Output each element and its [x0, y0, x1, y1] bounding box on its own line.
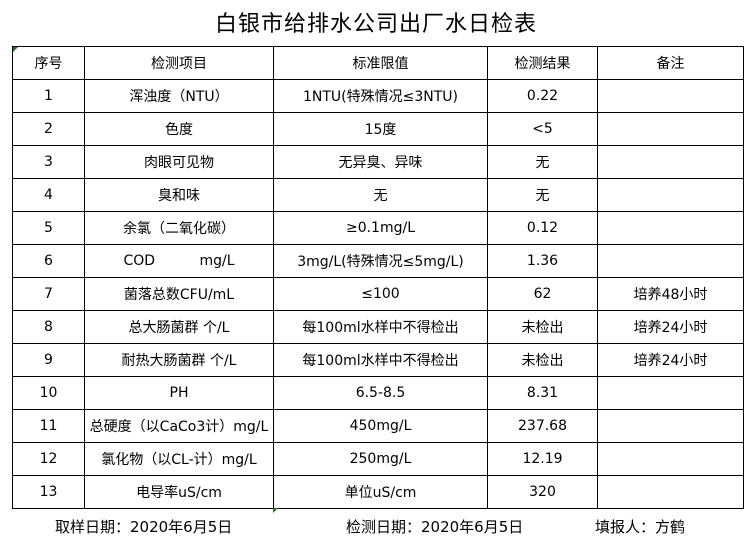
table-cell[interactable]: 无异臭、异味	[273, 145, 488, 179]
table-row: 7 菌落总数CFU/mL ≤100 62 培养48小时	[12, 277, 744, 311]
sample-date: 取样日期：2020年6月5日	[55, 518, 233, 536]
table-cell[interactable]: 320	[487, 475, 598, 509]
table-row: 6 COD mg/L 3mg/L(特殊情况≤5mg/L) 1.36	[12, 244, 744, 278]
table-cell[interactable]: 每100ml水样中不得检出	[273, 343, 488, 377]
table-cell[interactable]	[597, 442, 744, 476]
table-cell[interactable]: 总硬度（以CaCo3计）mg/L	[84, 409, 274, 443]
table-cell[interactable]: 浑浊度（NTU）	[84, 79, 274, 113]
cell-marker	[273, 508, 278, 513]
page-title: 白银市给排水公司出厂水日检表	[214, 12, 537, 37]
table-row: 2 色度 15度 <5	[12, 112, 744, 146]
table-cell[interactable]: 总大肠菌群 个/L	[84, 310, 274, 344]
table-cell[interactable]: 3mg/L(特殊情况≤5mg/L)	[273, 244, 488, 278]
table-cell[interactable]: 5	[12, 211, 85, 245]
table-cell[interactable]: 11	[12, 409, 85, 443]
table-cell[interactable]: 2	[12, 112, 85, 146]
table-row: 1 浑浊度（NTU） 1NTU(特殊情况≤3NTU) 0.22	[12, 79, 744, 113]
table-cell[interactable]: 12.19	[487, 442, 598, 476]
table-cell[interactable]: 单位uS/cm	[273, 475, 488, 509]
table-cell[interactable]: 臭和味	[84, 178, 274, 212]
table-cell[interactable]: ≤100	[273, 277, 488, 311]
table-cell[interactable]: 1.36	[487, 244, 598, 278]
table-cell[interactable]: 每100ml水样中不得检出	[273, 310, 488, 344]
table-cell[interactable]: 6	[12, 244, 85, 278]
table-row: 13 电导率uS/cm 单位uS/cm 320	[12, 475, 744, 509]
table-cell[interactable]: 3	[12, 145, 85, 179]
table-row: 8 总大肠菌群 个/L 每100ml水样中不得检出 未检出 培养24小时	[12, 310, 744, 344]
table-cell[interactable]: 62	[487, 277, 598, 311]
table-row: 12 氯化物（以CL-计）mg/L 250mg/L 12.19	[12, 442, 744, 476]
table-cell[interactable]	[597, 475, 744, 509]
table-cell[interactable]	[597, 112, 744, 146]
table-cell[interactable]: ≥0.1mg/L	[273, 211, 488, 245]
table-cell[interactable]: 培养24小时	[597, 310, 744, 344]
table-cell[interactable]: 13	[12, 475, 85, 509]
table-cell[interactable]: 250mg/L	[273, 442, 488, 476]
table-cell[interactable]: 8.31	[487, 376, 598, 410]
table-cell[interactable]: 9	[12, 343, 85, 377]
table-cell[interactable]: 10	[12, 376, 85, 410]
table-cell[interactable]	[597, 409, 744, 443]
table-cell[interactable]: 菌落总数CFU/mL	[84, 277, 274, 311]
table-cell[interactable]: 8	[12, 310, 85, 344]
table-cell[interactable]	[597, 244, 744, 278]
header-cell[interactable]: 备注	[597, 46, 744, 80]
table-cell[interactable]: 肉眼可见物	[84, 145, 274, 179]
table-cell[interactable]: 电导率uS/cm	[84, 475, 274, 509]
table-cell[interactable]: 0.12	[487, 211, 598, 245]
table-row: 10 PH 6.5-8.5 8.31	[12, 376, 744, 410]
table-row: 5 余氯（二氧化碳） ≥0.1mg/L 0.12	[12, 211, 744, 245]
table-cell[interactable]: PH	[84, 376, 274, 410]
table-cell[interactable]: 4	[12, 178, 85, 212]
test-date: 检测日期：2020年6月5日	[346, 518, 524, 536]
table-cell[interactable]	[597, 178, 744, 212]
table-cell[interactable]: 培养48小时	[597, 277, 744, 311]
table-cell[interactable]: 色度	[84, 112, 274, 146]
table-cell[interactable]: 余氯（二氧化碳）	[84, 211, 274, 245]
table-cell[interactable]: 耐热大肠菌群 个/L	[84, 343, 274, 377]
table-cell[interactable]: 1NTU(特殊情况≤3NTU)	[273, 79, 488, 113]
header-cell[interactable]: 序号	[12, 46, 85, 80]
table-cell[interactable]: 237.68	[487, 409, 598, 443]
header-cell[interactable]: 检测项目	[84, 46, 274, 80]
table-cell[interactable]: 15度	[273, 112, 488, 146]
table-cell[interactable]: 培养24小时	[597, 343, 744, 377]
reporter: 填报人：方鹤	[595, 518, 686, 536]
table-cell[interactable]	[597, 145, 744, 179]
header-cell[interactable]: 检测结果	[487, 46, 598, 80]
table-cell[interactable]: COD mg/L	[84, 244, 274, 278]
table-cell[interactable]: 未检出	[487, 343, 598, 377]
table-cell[interactable]: 未检出	[487, 310, 598, 344]
table-cell[interactable]: 7	[12, 277, 85, 311]
table-cell[interactable]: 无	[487, 178, 598, 212]
table-cell[interactable]: 0.22	[487, 79, 598, 113]
table-cell[interactable]	[597, 376, 744, 410]
table-cell[interactable]	[597, 211, 744, 245]
table-cell[interactable]: 1	[12, 79, 85, 113]
table-cell[interactable]: <5	[487, 112, 598, 146]
table-cell[interactable]: 6.5-8.5	[273, 376, 488, 410]
header-cell[interactable]: 标准限值	[273, 46, 488, 80]
table-cell[interactable]: 无	[487, 145, 598, 179]
table-row: 4 臭和味无无	[12, 178, 744, 212]
header-row: 序号 检测项目 标准限值 检测结果 备注	[12, 46, 744, 80]
table-row: 3 肉眼可见物 无异臭、异味无	[12, 145, 744, 179]
table-cell[interactable]: 12	[12, 442, 85, 476]
table-cell[interactable]	[597, 79, 744, 113]
table-cell[interactable]: 氯化物（以CL-计）mg/L	[84, 442, 274, 476]
table-row: 11 总硬度（以CaCo3计）mg/L 450mg/L 237.68	[12, 409, 744, 443]
table-row: 9 耐热大肠菌群 个/L 每100ml水样中不得检出 未检出 培养24小时	[12, 343, 744, 377]
table-cell[interactable]: 无	[273, 178, 488, 212]
inspection-table: 序号 检测项目 标准限值 检测结果 备注 1 浑浊度（NTU） 1NTU(特殊情况≤…	[12, 46, 744, 509]
table-cell[interactable]: 450mg/L	[273, 409, 488, 443]
